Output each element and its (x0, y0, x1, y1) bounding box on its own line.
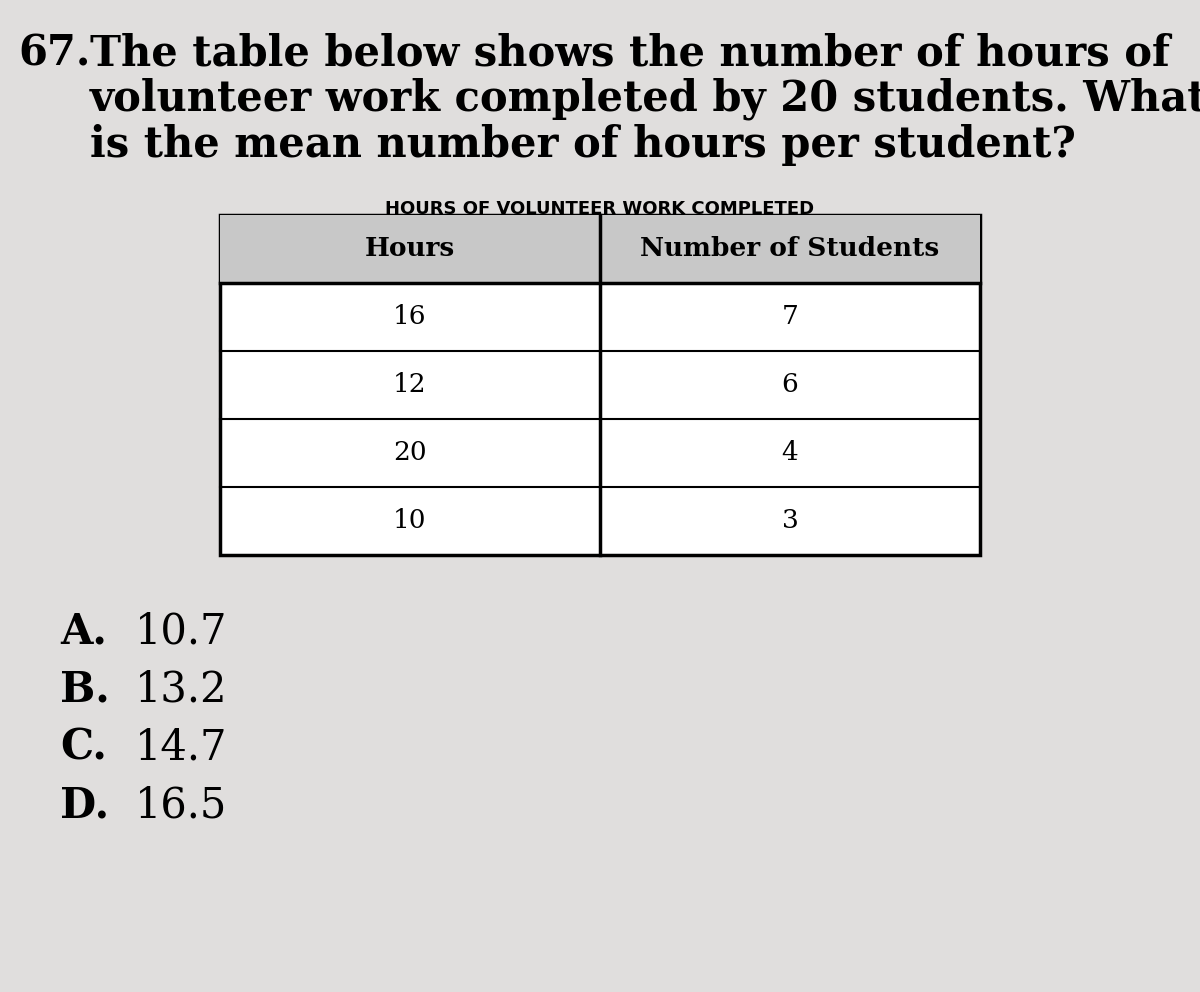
Text: 16.5: 16.5 (134, 784, 227, 826)
Text: C.: C. (60, 726, 107, 768)
Text: 12: 12 (394, 373, 427, 398)
Bar (220, 215, 980, 283)
Text: Hours: Hours (365, 236, 455, 262)
Text: 20: 20 (394, 440, 427, 465)
Text: volunteer work completed by 20 students. What: volunteer work completed by 20 students.… (90, 78, 1200, 120)
Text: 10.7: 10.7 (134, 610, 228, 652)
Text: Number of Students: Number of Students (641, 236, 940, 262)
Text: is the mean number of hours per student?: is the mean number of hours per student? (90, 124, 1076, 166)
Text: 10: 10 (394, 509, 427, 534)
Text: D.: D. (60, 784, 109, 826)
Text: A.: A. (60, 610, 107, 652)
Text: 4: 4 (781, 440, 798, 465)
Text: The table below shows the number of hours of: The table below shows the number of hour… (90, 32, 1170, 74)
Bar (220, 215, 980, 555)
Text: 14.7: 14.7 (134, 726, 228, 768)
Text: 3: 3 (781, 509, 798, 534)
Text: 7: 7 (781, 305, 798, 329)
Text: HOURS OF VOLUNTEER WORK COMPLETED: HOURS OF VOLUNTEER WORK COMPLETED (385, 200, 815, 218)
Text: B.: B. (60, 668, 109, 710)
Text: 13.2: 13.2 (134, 668, 228, 710)
Text: 6: 6 (781, 373, 798, 398)
Text: 67.: 67. (18, 32, 90, 74)
Text: 16: 16 (394, 305, 427, 329)
